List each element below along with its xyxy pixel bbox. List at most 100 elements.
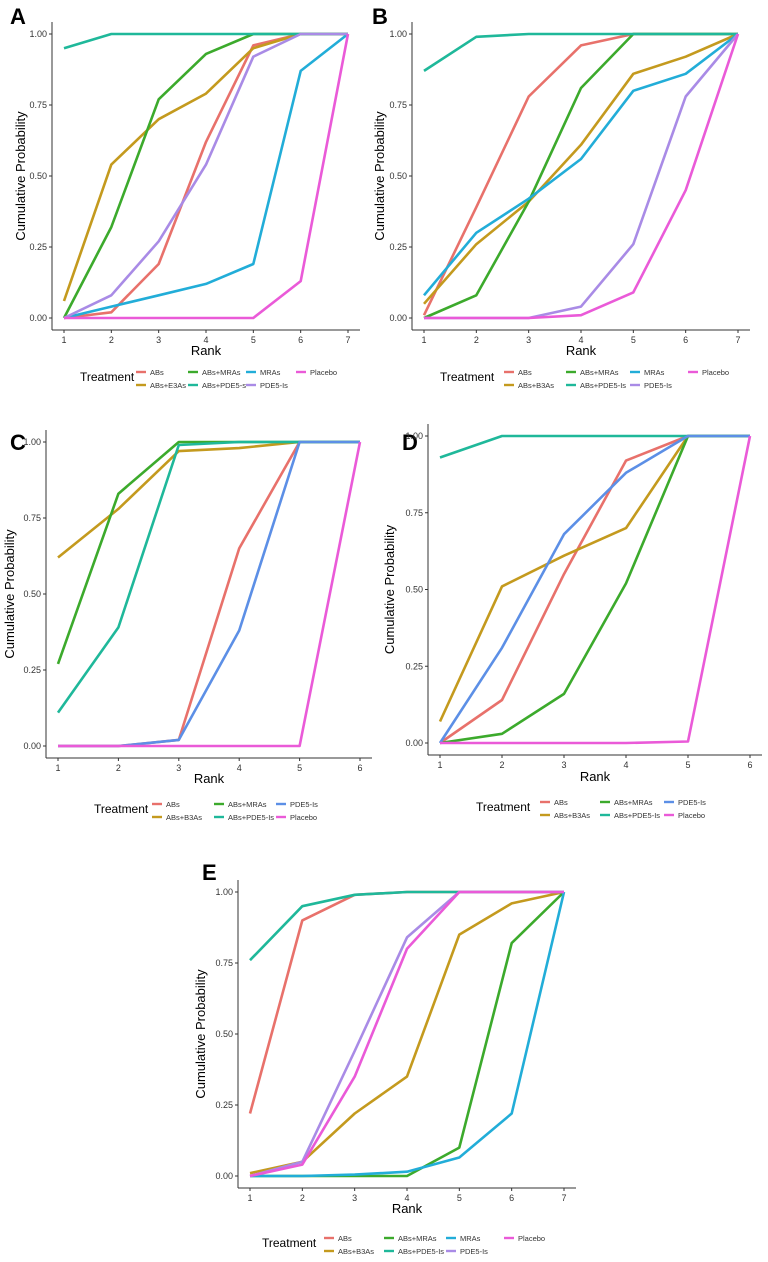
legend-label: ABs+MRAs (202, 368, 241, 377)
panel-letter: C (10, 430, 26, 455)
x-tick-label: 5 (251, 335, 256, 345)
series-line-abs-pde5-is (423, 32, 738, 72)
x-tick-label: 2 (116, 763, 121, 773)
series-line-pde5-is (438, 434, 750, 744)
x-tick-label: 6 (683, 335, 688, 345)
panel-letter: A (10, 4, 26, 29)
x-tick-label: 4 (404, 1193, 409, 1203)
series-line-placebo (249, 890, 564, 1178)
legend-label: ABs+B3As (554, 811, 590, 820)
x-tick-label: 6 (357, 763, 362, 773)
x-tick-label: 7 (345, 335, 350, 345)
legend-label: ABs+E3As (150, 381, 186, 390)
x-tick-label: 6 (747, 760, 752, 770)
y-axis-title: Cumulative Probability (193, 969, 208, 1099)
x-tick-label: 2 (499, 760, 504, 770)
legend-label: ABs (554, 798, 568, 807)
series-line-abs-b3as (423, 32, 739, 305)
legend-label: Placebo (310, 368, 337, 377)
x-tick-label: 5 (631, 335, 636, 345)
y-tick-label: 0.25 (215, 1100, 233, 1110)
legend-label: PDE5-Is (290, 800, 318, 809)
series-line-abs (248, 890, 564, 1114)
y-tick-label: 1.00 (389, 29, 407, 39)
legend-label: ABs (518, 368, 532, 377)
legend-label: Placebo (678, 811, 705, 820)
series-line-placebo (64, 33, 350, 320)
y-axis-title: Cumulative Probability (372, 111, 387, 241)
legend-label: Placebo (518, 1234, 545, 1243)
x-tick-label: 1 (421, 335, 426, 345)
legend-title: Treatment (262, 1236, 317, 1250)
y-tick-label: 0.00 (29, 313, 47, 323)
x-tick-label: 5 (457, 1193, 462, 1203)
legend: Treatment ABs ABs+E3As ABs+MRAs ABs+PDE5-s MR… (80, 368, 337, 390)
y-tick-label: 0.75 (389, 100, 407, 110)
legend-label: MRAs (644, 368, 665, 377)
series-line-placebo (440, 435, 752, 745)
y-tick-label: 0.50 (23, 589, 41, 599)
x-tick-label: 1 (55, 763, 60, 773)
y-tick-label: 0.50 (389, 171, 407, 181)
x-tick-label: 1 (437, 760, 442, 770)
x-axis-title: Rank (580, 769, 611, 784)
series-line-pde5-is (58, 440, 360, 748)
series-line-placebo (424, 33, 740, 320)
x-tick-label: 3 (176, 763, 181, 773)
legend-label: ABs (150, 368, 164, 377)
y-tick-label: 1.00 (215, 887, 233, 897)
y-axis-title: Cumulative Probability (382, 524, 397, 654)
legend-label: ABs+B3As (338, 1247, 374, 1256)
x-tick-label: 2 (300, 1193, 305, 1203)
series-line-abs-mras (56, 440, 360, 665)
y-tick-label: 0.00 (405, 738, 423, 748)
series-line-abs (58, 440, 360, 748)
x-tick-label: 1 (61, 335, 66, 345)
panel-B: B 0.00 0.25 0.50 0.75 1.00 1 2 3 4 5 6 7 Rank Cumulati… (372, 4, 750, 390)
y-tick-label: 0.25 (389, 242, 407, 252)
series-line-mras (250, 891, 566, 1178)
legend-label: MRAs (460, 1234, 481, 1243)
y-tick-label: 0.00 (389, 313, 407, 323)
legend-title: Treatment (440, 370, 495, 384)
x-tick-label: 5 (297, 763, 302, 773)
x-axis-title: Rank (566, 343, 597, 358)
series-line-abs-b3as (249, 890, 565, 1175)
y-tick-label: 0.50 (405, 585, 423, 595)
legend-label: ABs+B3As (166, 813, 202, 822)
y-tick-label: 1.00 (405, 431, 423, 441)
x-tick-label: 4 (578, 335, 583, 345)
panel-C: C 0.00 0.25 0.50 0.75 1.00 1 2 3 4 5 6 Rank Cumulativ… (2, 430, 372, 822)
x-tick-label: 6 (298, 335, 303, 345)
legend-label: MRAs (260, 368, 281, 377)
panel-E: E 0.00 0.25 0.50 0.75 1.00 1 2 3 4 5 6 7 Rank Cumulati… (193, 860, 576, 1256)
legend: Treatment ABs ABs+B3As ABs+MRAs ABs+PDE5-Is M… (262, 1234, 545, 1256)
legend-title: Treatment (80, 370, 135, 384)
y-tick-label: 0.50 (29, 171, 47, 181)
x-tick-label: 4 (203, 335, 208, 345)
legend-label: ABs+MRAs (580, 368, 619, 377)
panel-D: D 0.00 0.25 0.50 0.75 1.00 1 2 3 4 5 6 Rank Cumulativ… (382, 424, 762, 820)
series-line-abs-mras (439, 434, 750, 745)
series-line-pde5-is (63, 32, 348, 320)
legend-label: PDE5-Is (644, 381, 672, 390)
legend-label: ABs+MRAs (398, 1234, 437, 1243)
x-tick-label: 3 (352, 1193, 357, 1203)
x-tick-label: 2 (109, 335, 114, 345)
y-tick-label: 1.00 (29, 29, 47, 39)
legend: Treatment ABs ABs+B3As ABs+MRAs ABs+PDE5-Is P… (94, 800, 318, 822)
y-tick-label: 0.00 (215, 1171, 233, 1181)
x-tick-label: 6 (509, 1193, 514, 1203)
y-tick-label: 0.50 (215, 1029, 233, 1039)
x-tick-label: 2 (474, 335, 479, 345)
y-tick-label: 0.75 (29, 100, 47, 110)
legend-title: Treatment (476, 800, 531, 814)
x-tick-label: 5 (685, 760, 690, 770)
legend-label: ABs+PDE5-Is (580, 381, 626, 390)
legend-label: Placebo (290, 813, 317, 822)
x-tick-label: 7 (735, 335, 740, 345)
panel-letter: B (372, 4, 388, 29)
y-tick-label: 0.75 (405, 508, 423, 518)
y-tick-label: 0.75 (215, 958, 233, 968)
